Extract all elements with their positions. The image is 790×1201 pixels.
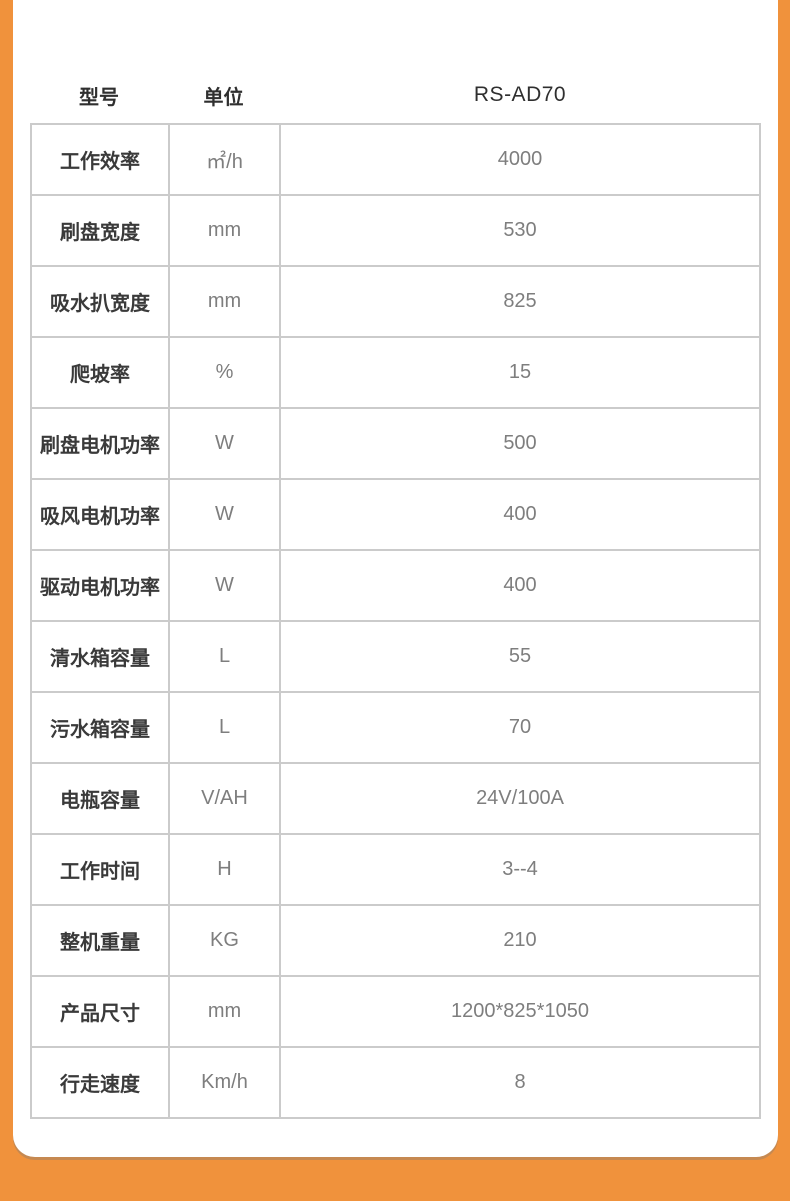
spec-name: 电瓶容量 [30,762,170,835]
spec-value: 1200*825*1050 [279,975,761,1048]
spec-unit: W [168,549,281,622]
header-unit-label: 单位 [203,86,244,109]
table-row: 刷盘宽度 mm 530 [30,194,761,267]
table-row: 电瓶容量 V/AH 24V/100A [30,762,761,835]
spec-value: 70 [279,691,761,764]
spec-name: 吸水扒宽度 [30,265,170,338]
table-row: 驱动电机功率 W 400 [30,549,761,622]
table-row: 行走速度 Km/h 8 [30,1046,761,1119]
spec-unit: L [168,620,281,693]
header-model-label: 型号 [79,86,119,109]
spec-unit: mm [168,975,281,1048]
spec-unit: V/AH [168,762,281,835]
table-row: 工作时间 H 3--4 [30,833,761,906]
spec-unit: Km/h [168,1046,281,1119]
header-model-value: RS-AD70 [473,83,567,106]
spec-name: 吸风电机功率 [30,478,170,551]
spec-name: 驱动电机功率 [30,549,170,622]
spec-value: 55 [279,620,761,693]
table-row: 刷盘电机功率 W 500 [30,407,761,480]
table-row: 吸风电机功率 W 400 [30,478,761,551]
spec-unit: L [168,691,281,764]
spec-unit: % [168,336,281,409]
spec-value: 24V/100A [279,762,761,835]
table-row: 吸水扒宽度 mm 825 [30,265,761,338]
spec-name: 爬坡率 [30,336,170,409]
table-row: 产品尺寸 mm 1200*825*1050 [30,975,761,1048]
spec-unit: KG [168,904,281,977]
spec-name: 工作效率 [30,123,170,196]
table-row: 清水箱容量 L 55 [30,620,761,693]
table-row: 污水箱容量 L 70 [30,691,761,764]
spec-table: 工作效率 ㎡/h 4000 刷盘宽度 mm 530 吸水扒宽度 mm 825 爬坡率% 15 刷盘电机… [30,123,761,1119]
spec-value: 15 [279,336,761,409]
spec-name: 刷盘电机功率 [30,407,170,480]
spec-unit: W [168,407,281,480]
spec-unit: mm [168,265,281,338]
spec-table-body: 工作效率 ㎡/h 4000 刷盘宽度 mm 530 吸水扒宽度 mm 825 爬坡率% 15 刷盘电机… [30,123,761,1119]
spec-value: 3--4 [279,833,761,906]
spec-unit: mm [168,194,281,267]
spec-value: 825 [279,265,761,338]
spec-unit: ㎡/h [168,123,281,196]
table-row: 爬坡率% 15 [30,336,761,409]
spec-value: 210 [279,904,761,977]
content-card: 型号 单位 RS-AD70 工作效率 ㎡/h 4000 刷盘宽度 mm 530 吸水扒宽度 m… [13,0,778,1157]
spec-value: 4000 [279,123,761,196]
spec-value: 8 [279,1046,761,1119]
spec-value: 530 [279,194,761,267]
spec-name: 行走速度 [30,1046,170,1119]
spec-unit: W [168,478,281,551]
spec-unit: H [168,833,281,906]
spec-name: 污水箱容量 [30,691,170,764]
spec-table-header: 型号 单位 RS-AD70 [30,72,761,118]
spec-name: 刷盘宽度 [30,194,170,267]
table-row: 整机重量 KG 210 [30,904,761,977]
spec-name: 工作时间 [30,833,170,906]
spec-value: 400 [279,478,761,551]
spec-name: 产品尺寸 [30,975,170,1048]
spec-value: 500 [279,407,761,480]
spec-section: 型号 单位 RS-AD70 工作效率 ㎡/h 4000 刷盘宽度 mm 530 吸水扒宽度 m… [30,72,761,1119]
spec-name: 清水箱容量 [30,620,170,693]
spec-value: 400 [279,549,761,622]
table-row: 工作效率 ㎡/h 4000 [30,123,761,196]
spec-name: 整机重量 [30,904,170,977]
